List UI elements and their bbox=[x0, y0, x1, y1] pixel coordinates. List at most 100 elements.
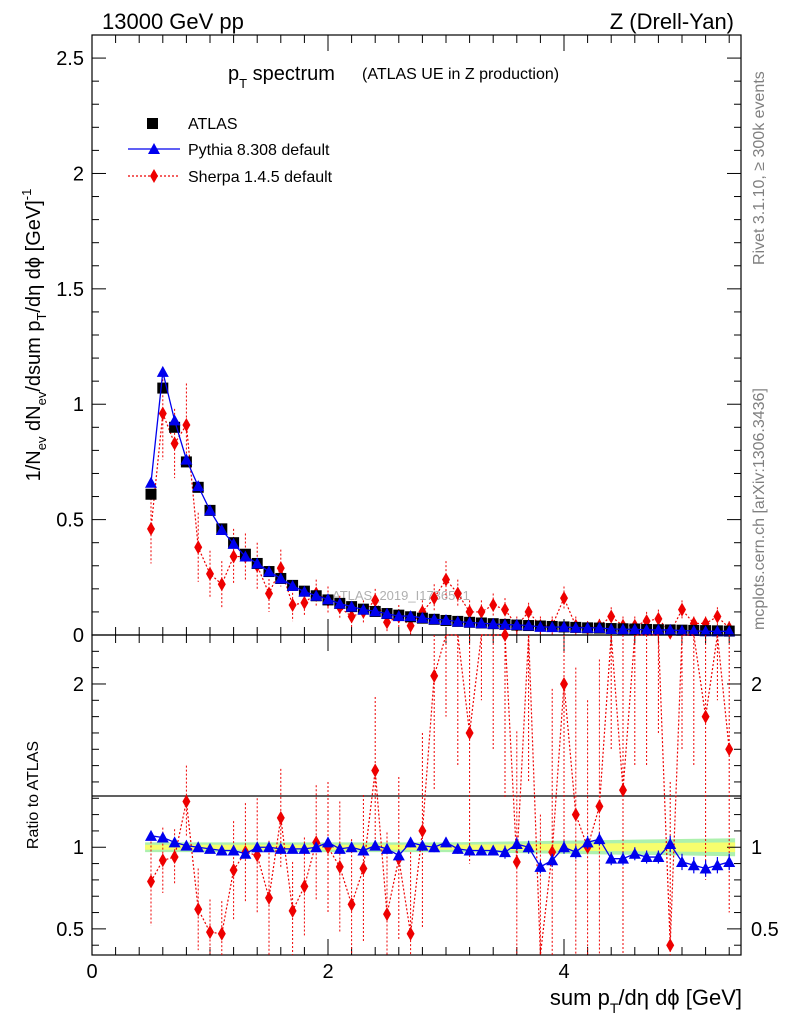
ratio-pythia-point bbox=[487, 844, 500, 856]
sherpa-point bbox=[489, 598, 498, 612]
ratio-pythia-point bbox=[239, 847, 252, 859]
pythia-point bbox=[534, 620, 547, 632]
atlas-point bbox=[157, 382, 169, 394]
pythia-point bbox=[628, 623, 641, 635]
pythia-point bbox=[723, 625, 736, 637]
pythia-point bbox=[156, 365, 169, 377]
ratio-pythia-point bbox=[145, 829, 157, 841]
sherpa-point bbox=[678, 602, 686, 617]
sherpa-point bbox=[607, 609, 616, 624]
main-ytick-labels: 0 0.5 1 1.5 2 2.5 bbox=[56, 48, 84, 647]
pythia-point bbox=[227, 537, 240, 549]
main-plot: 0 0.5 1 1.5 2 2.5 ATLAS_2019_I1736531 pT spec… bbox=[19, 34, 742, 647]
ratio-pythia-point bbox=[404, 836, 417, 848]
ratio-pythia-point bbox=[569, 846, 582, 858]
main-ytick-label: 2 bbox=[73, 163, 84, 185]
atlas-point bbox=[169, 421, 181, 433]
ratio-pythia-point bbox=[428, 841, 441, 853]
ratio-sherpa-point bbox=[465, 725, 474, 740]
ratio-pythia-point bbox=[676, 855, 688, 867]
ratio-pythia-point bbox=[215, 844, 228, 856]
ratio-plot: 0.5 0.5 1 1 2 2 0 2 4 Ratio to ATLAS sum pT/dη … bbox=[25, 628, 779, 1016]
ratio-xtick-label: 2 bbox=[322, 961, 333, 983]
ratio-pythia-point bbox=[204, 842, 216, 854]
ratio-ytick-label: 2 bbox=[73, 674, 84, 696]
ratio-pythia-point bbox=[640, 851, 653, 863]
pythia-point bbox=[310, 589, 323, 601]
pythia-point bbox=[428, 613, 441, 625]
ratio-sherpa-point bbox=[335, 859, 344, 874]
ratio-sherpa-point bbox=[619, 783, 627, 798]
ratio-pythia-point bbox=[263, 841, 275, 853]
ratio-ytick-label: 1 bbox=[73, 837, 84, 859]
sherpa-point bbox=[158, 406, 167, 421]
main-ylabel: 1/Nev dNev/dsum pT/dη dϕ [GeV]-1 bbox=[19, 189, 49, 482]
pythia-point bbox=[263, 565, 275, 577]
xlabel: sum pT/dη dϕ [GeV] bbox=[550, 985, 742, 1016]
pythia-point bbox=[617, 623, 629, 635]
pythia-point bbox=[345, 600, 358, 612]
main-ticks bbox=[91, 34, 741, 636]
pythia-point bbox=[145, 476, 157, 488]
mcplots-label: mcplots.cern.ch [arXiv:1306.3436] bbox=[751, 388, 768, 630]
ratio-pythia-point bbox=[664, 837, 677, 849]
ratio-sherpa-point bbox=[418, 823, 427, 838]
sherpa-point bbox=[654, 611, 663, 626]
ratio-frame bbox=[91, 634, 742, 956]
pythia-point bbox=[333, 597, 346, 609]
sherpa-point bbox=[524, 604, 533, 619]
main-ytick-label: 0.5 bbox=[56, 510, 84, 532]
ratio-sherpa-point bbox=[217, 926, 226, 941]
pythia-point bbox=[510, 618, 523, 630]
atlas-point bbox=[145, 488, 157, 500]
ratio-pythia-point bbox=[499, 846, 511, 858]
pythia-point bbox=[416, 611, 429, 623]
ratio-sherpa-point bbox=[276, 810, 285, 825]
pythia-point bbox=[369, 605, 382, 617]
legend-sherpa: Sherpa 1.4.5 default bbox=[188, 169, 333, 186]
pythia-point bbox=[487, 617, 500, 629]
ratio-sherpa-point bbox=[371, 763, 380, 778]
ratio-pythia-point bbox=[723, 855, 736, 867]
ratio-pythia-point bbox=[546, 854, 559, 866]
ratio-pythia-point bbox=[168, 836, 181, 848]
ratio-pythia-point bbox=[617, 852, 629, 864]
ratio-sherpa-point bbox=[512, 854, 521, 869]
ratio-pythia-point bbox=[322, 836, 334, 848]
sherpa-point bbox=[430, 591, 439, 606]
sherpa-point bbox=[442, 572, 450, 587]
ratio-ytick-label-right: 0.5 bbox=[751, 919, 779, 941]
ratio-sherpa-point bbox=[383, 907, 391, 922]
ratio-pythia-point bbox=[463, 844, 476, 856]
ratio-ytick-labels: 0.5 0.5 1 1 2 2 bbox=[56, 674, 779, 941]
ratio-xtick-labels: 0 2 4 bbox=[86, 961, 569, 983]
main-marks bbox=[145, 365, 736, 640]
ratio-pythia-point bbox=[345, 841, 358, 853]
ratio-ticks bbox=[91, 635, 741, 955]
xlabel-rest: /dη dϕ [GeV] bbox=[618, 985, 742, 1010]
ratio-pythia-point bbox=[605, 852, 618, 864]
main-title-sub: T bbox=[239, 76, 247, 91]
pythia-point bbox=[605, 623, 618, 634]
main-title-rest: spectrum bbox=[247, 63, 335, 85]
pythia-point bbox=[546, 621, 559, 633]
pythia-point bbox=[298, 585, 311, 597]
ratio-pythia-point bbox=[392, 849, 405, 861]
ratio-pythia-point bbox=[227, 844, 240, 856]
ratio-sherpa-point bbox=[206, 925, 214, 940]
ratio-sherpa-point bbox=[501, 628, 509, 642]
pythia-point bbox=[204, 504, 216, 516]
ratio-pythia-point bbox=[333, 842, 346, 854]
pythia-point bbox=[581, 621, 594, 633]
ratio-pythia-point bbox=[581, 836, 594, 848]
main-title-note: (ATLAS UE in Z production) bbox=[362, 66, 559, 83]
ratio-pythia-point bbox=[699, 862, 712, 874]
legend-pythia-marker bbox=[148, 143, 160, 154]
header-right: Z (Drell-Yan) bbox=[610, 9, 734, 34]
xlabel-main: sum p bbox=[550, 985, 610, 1010]
pythia-point bbox=[322, 593, 334, 605]
watermark: ATLAS_2019_I1736531 bbox=[332, 588, 470, 603]
pythia-point bbox=[593, 621, 606, 633]
legend-atlas-marker bbox=[147, 118, 158, 129]
pythia-point bbox=[558, 620, 570, 632]
